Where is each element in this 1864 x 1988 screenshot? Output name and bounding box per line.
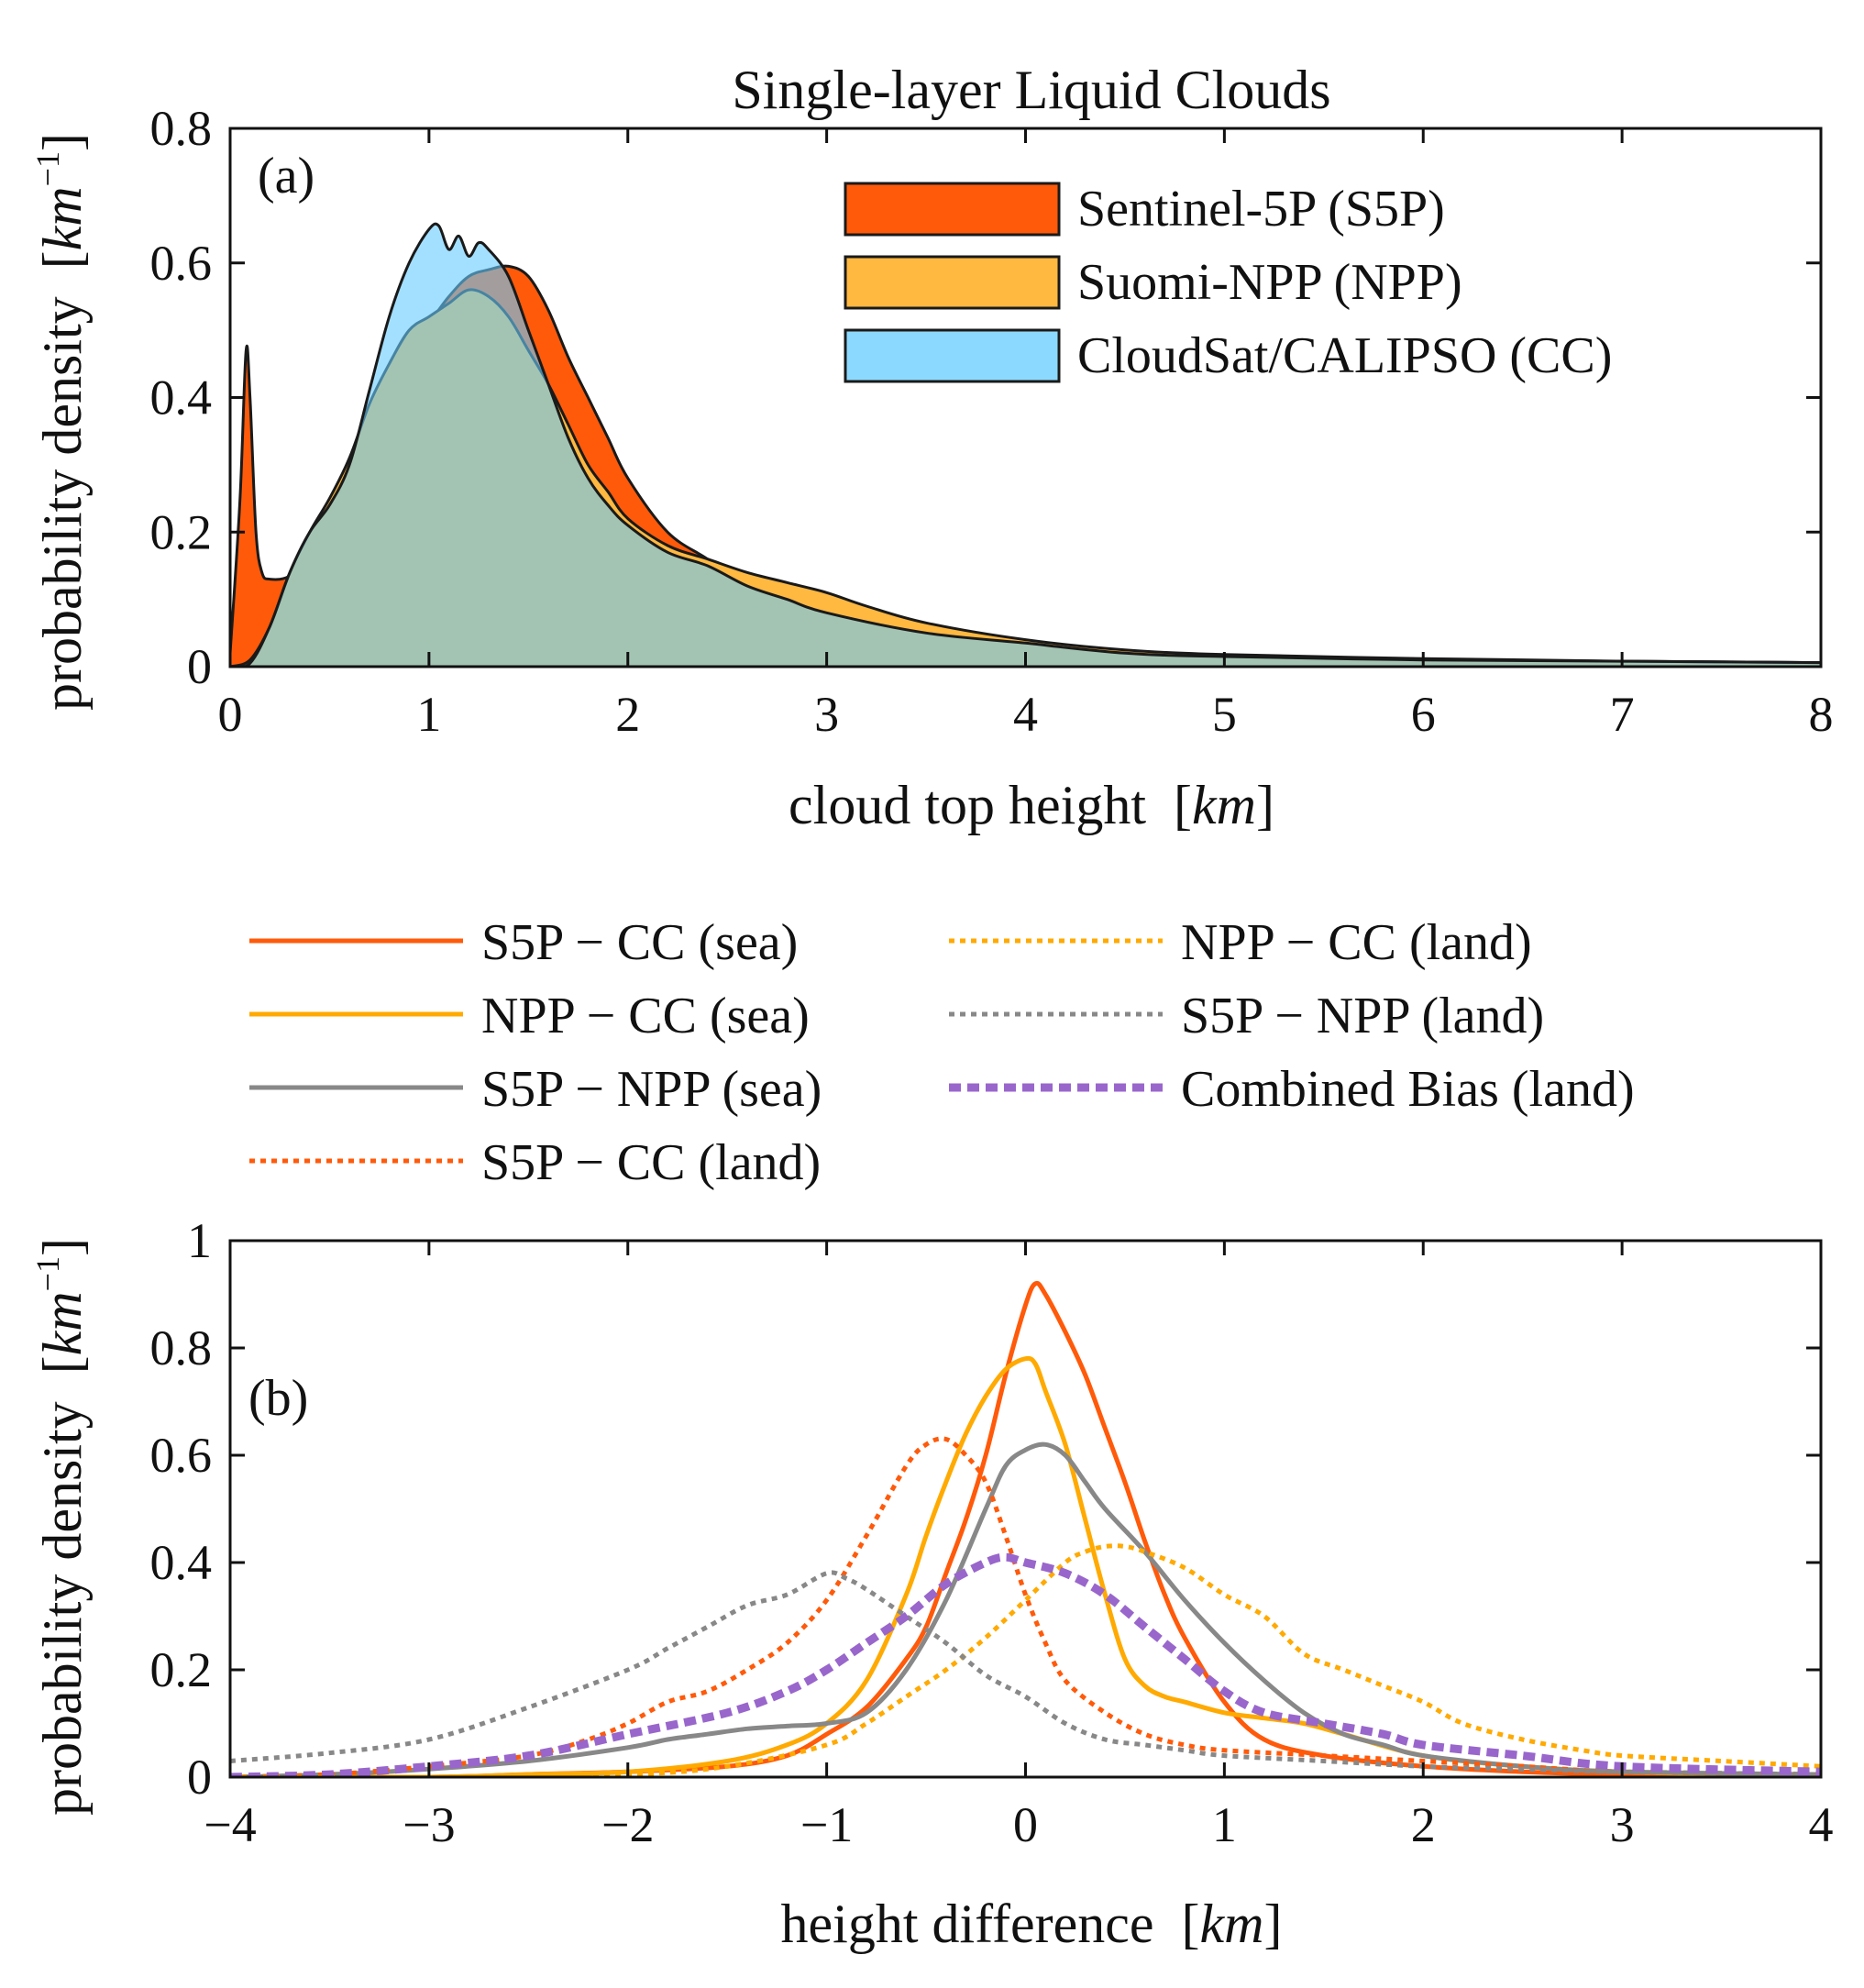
y-tick-label-a: 0.4 bbox=[150, 370, 213, 425]
legend-b-label-s5p-cc-land: S5P − CC (land) bbox=[481, 1134, 821, 1191]
x-tick-label-a: 5 bbox=[1212, 687, 1237, 742]
x-tick-label-b: 2 bbox=[1411, 1797, 1436, 1852]
series-b-npp-cc-sea-line bbox=[230, 1355, 1821, 1777]
svg-text:probability density [km−1]: probability density [km−1] bbox=[29, 1238, 93, 1816]
y-tick-label-b: 0 bbox=[187, 1750, 212, 1805]
legend-b: S5P − CC (sea) NPP − CC (sea) S5P − NPP (s… bbox=[249, 914, 1635, 1191]
x-tick-label-a: 7 bbox=[1610, 687, 1635, 742]
x-tick-label-b: −2 bbox=[601, 1797, 654, 1852]
x-tick-label-a: 4 bbox=[1013, 687, 1038, 742]
x-axis-label-b: height difference bbox=[781, 1894, 1154, 1954]
x-tick-label-b: 3 bbox=[1610, 1797, 1635, 1852]
series-b-s5p-npp-land-line bbox=[230, 1570, 1821, 1777]
x-tick-label-b: −3 bbox=[403, 1797, 455, 1852]
legend-a-label-cloudsat-calipso-cc: CloudSat/CALIPSO (CC) bbox=[1077, 327, 1612, 384]
legend-a-label-sentinel-5p-s5p: Sentinel-5P (S5P) bbox=[1077, 181, 1445, 237]
y-axis-title-b: probability density [km−1] bbox=[29, 1238, 93, 1816]
y-axis-title-a: probability density [km−1] bbox=[29, 133, 93, 711]
legend-a-label-suomi-npp-npp: Suomi-NPP (NPP) bbox=[1077, 254, 1462, 311]
x-axis-unit-b: km bbox=[1200, 1894, 1264, 1954]
x-axis-label-a: cloud top height bbox=[789, 775, 1146, 835]
legend-a: Sentinel-5P (S5P) Suomi-NPP (NPP) CloudSat… bbox=[844, 181, 1612, 384]
y-tick-label-a: 0.6 bbox=[150, 236, 213, 291]
series-b-s5p-npp-sea-line bbox=[230, 1441, 1821, 1777]
panel-b: probability density [km−1] height differ… bbox=[29, 1213, 1834, 1954]
plot-area-b bbox=[230, 1280, 1821, 1777]
x-tick-label-b: 4 bbox=[1809, 1797, 1834, 1852]
y-tick-label-a: 0.8 bbox=[150, 101, 213, 156]
legend-b-label-combined-bias-land: Combined Bias (land) bbox=[1181, 1061, 1635, 1118]
x-axis-title-b: height difference [km] bbox=[781, 1894, 1283, 1954]
y-axis-label-b: probability density bbox=[32, 1401, 93, 1816]
x-tick-label-b: 1 bbox=[1212, 1797, 1237, 1852]
series-group-b bbox=[230, 1280, 1821, 1777]
y-tick-label-a: 0.2 bbox=[150, 504, 213, 559]
legend-b-label-npp-cc-sea: NPP − CC (sea) bbox=[481, 988, 810, 1044]
legend-b-label-s5p-npp-land: S5P − NPP (land) bbox=[1181, 988, 1544, 1044]
x-tick-label-a: 1 bbox=[416, 687, 441, 742]
panel-label-a: (a) bbox=[258, 148, 314, 204]
x-tick-label-a: 6 bbox=[1411, 687, 1436, 742]
y-tick-label-a: 0 bbox=[187, 639, 212, 694]
x-tick-label-b: −1 bbox=[800, 1797, 853, 1852]
series-b-s5p-cc-land-line bbox=[230, 1436, 1821, 1777]
x-axis-title-a: cloud top height [km] bbox=[789, 775, 1274, 835]
y-axis-unit-a: km bbox=[32, 186, 93, 250]
y-axis-unit-exp-a: −1 bbox=[29, 151, 66, 186]
legend-b-label-s5p-cc-sea: S5P − CC (sea) bbox=[481, 914, 798, 971]
x-tick-label-a: 3 bbox=[814, 687, 839, 742]
series-a-cloudsat-calipso-cc-area bbox=[230, 222, 1821, 667]
legend-b-label-npp-cc-land: NPP − CC (land) bbox=[1181, 914, 1532, 971]
series-group-a bbox=[230, 222, 1821, 667]
y-tick-label-b: 0.8 bbox=[150, 1320, 213, 1375]
legend-b-label-s5p-npp-sea: S5P − NPP (sea) bbox=[481, 1061, 822, 1118]
legend-a-swatch-suomi-npp-npp bbox=[844, 255, 1061, 310]
plot-area-a bbox=[230, 222, 1821, 667]
svg-text:probability density [km−1]: probability density [km−1] bbox=[29, 133, 93, 711]
y-tick-label-b: 0.4 bbox=[150, 1535, 213, 1590]
x-axis-unit-a: km bbox=[1192, 775, 1256, 835]
x-tick-label-a: 8 bbox=[1809, 687, 1834, 742]
x-tick-label-b: 0 bbox=[1013, 1797, 1038, 1852]
x-tick-label-b: −4 bbox=[204, 1797, 256, 1852]
y-tick-label-b: 0.2 bbox=[150, 1642, 213, 1697]
y-tick-label-b: 1 bbox=[187, 1213, 212, 1268]
panel-a: Single-layer Liquid Clouds probability d… bbox=[29, 60, 1834, 835]
chart-title: Single-layer Liquid Clouds bbox=[732, 60, 1330, 120]
x-tick-label-a: 0 bbox=[218, 687, 243, 742]
y-axis-unit-b: km bbox=[32, 1291, 93, 1355]
series-b-npp-cc-land-line bbox=[230, 1543, 1821, 1777]
series-b-combined-bias-land-line bbox=[230, 1552, 1821, 1777]
y-axis-label-a: probability density bbox=[32, 296, 93, 711]
panel-label-b: (b) bbox=[248, 1370, 308, 1427]
legend-a-swatch-cloudsat-calipso-cc bbox=[844, 328, 1061, 383]
x-tick-label-a: 2 bbox=[615, 687, 640, 742]
y-axis-unit-exp-b: −1 bbox=[29, 1256, 66, 1291]
y-tick-label-b: 0.6 bbox=[150, 1428, 213, 1483]
legend-a-swatch-sentinel-5p-s5p bbox=[844, 182, 1061, 237]
